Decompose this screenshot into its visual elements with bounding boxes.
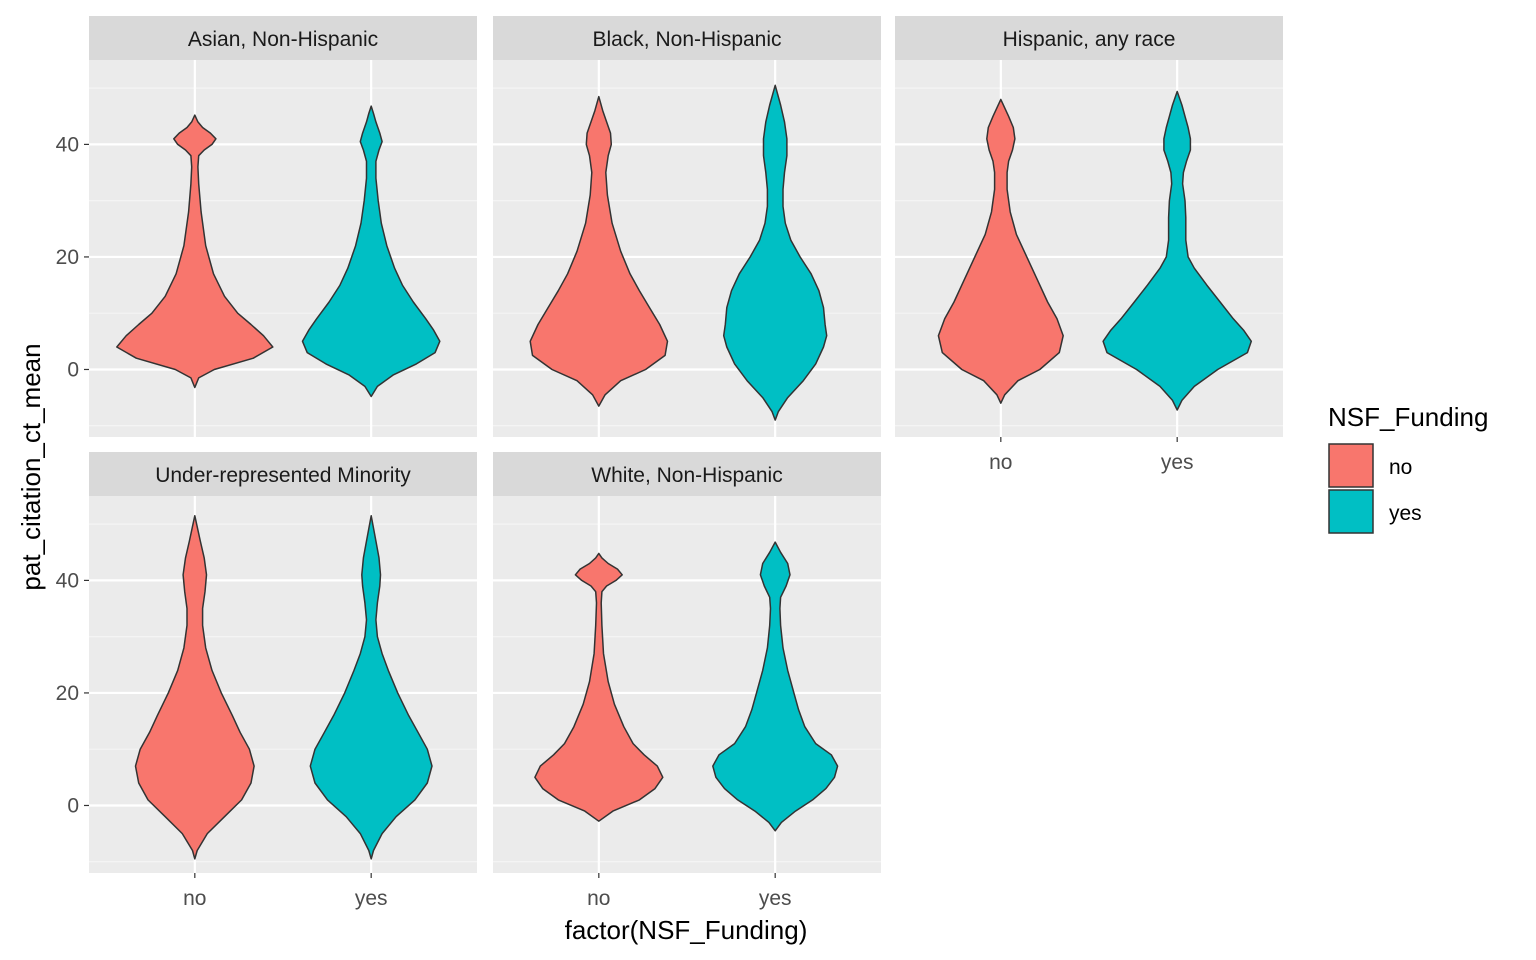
panel-background xyxy=(895,60,1283,437)
panel-background xyxy=(89,496,477,873)
legend: NSF_Funding no yes xyxy=(1328,402,1488,533)
x-tick-label: yes xyxy=(1161,451,1194,474)
y-tick-label: 40 xyxy=(56,569,79,592)
facet-panel: Black, Non-Hispanic xyxy=(493,16,881,437)
y-tick-label: 20 xyxy=(56,682,79,705)
legend-key-no xyxy=(1329,444,1373,487)
x-axis-title: factor(NSF_Funding) xyxy=(565,915,808,945)
x-tick-label: yes xyxy=(355,887,388,910)
facet-strip-label: White, Non-Hispanic xyxy=(591,464,782,487)
facet-strip-label: Under-represented Minority xyxy=(155,464,411,487)
x-tick-label: no xyxy=(587,887,610,910)
panel-background xyxy=(89,60,477,437)
x-tick-label: no xyxy=(989,451,1012,474)
y-tick-label: 0 xyxy=(67,794,79,817)
panel-background xyxy=(493,60,881,437)
panel-background xyxy=(493,496,881,873)
y-tick-label: 0 xyxy=(67,358,79,381)
facet-strip-label: Black, Non-Hispanic xyxy=(592,28,781,51)
y-axis-title: pat_citation_ct_mean xyxy=(16,343,46,590)
x-tick-label: yes xyxy=(759,887,792,910)
facet-panels: Asian, Non-Hispanic 0 20 40 Black, Non-Hispa… xyxy=(56,16,1283,910)
legend-label-yes: yes xyxy=(1389,502,1422,525)
y-tick-label: 40 xyxy=(56,133,79,156)
facet-panel: Asian, Non-Hispanic 0 20 40 xyxy=(56,16,477,437)
facet-panel: Hispanic, any race no yes xyxy=(895,16,1283,474)
y-tick-label: 20 xyxy=(56,246,79,269)
facet-panel: Under-represented Minority 0 20 40 no yes xyxy=(56,452,477,910)
legend-label-no: no xyxy=(1389,456,1412,479)
legend-title: NSF_Funding xyxy=(1328,402,1488,432)
x-tick-label: no xyxy=(183,887,206,910)
facet-panel: White, Non-Hispanic no yes xyxy=(493,452,881,910)
legend-key-yes xyxy=(1329,490,1373,533)
facet-strip-label: Hispanic, any race xyxy=(1003,28,1176,51)
facet-strip-label: Asian, Non-Hispanic xyxy=(188,28,378,51)
